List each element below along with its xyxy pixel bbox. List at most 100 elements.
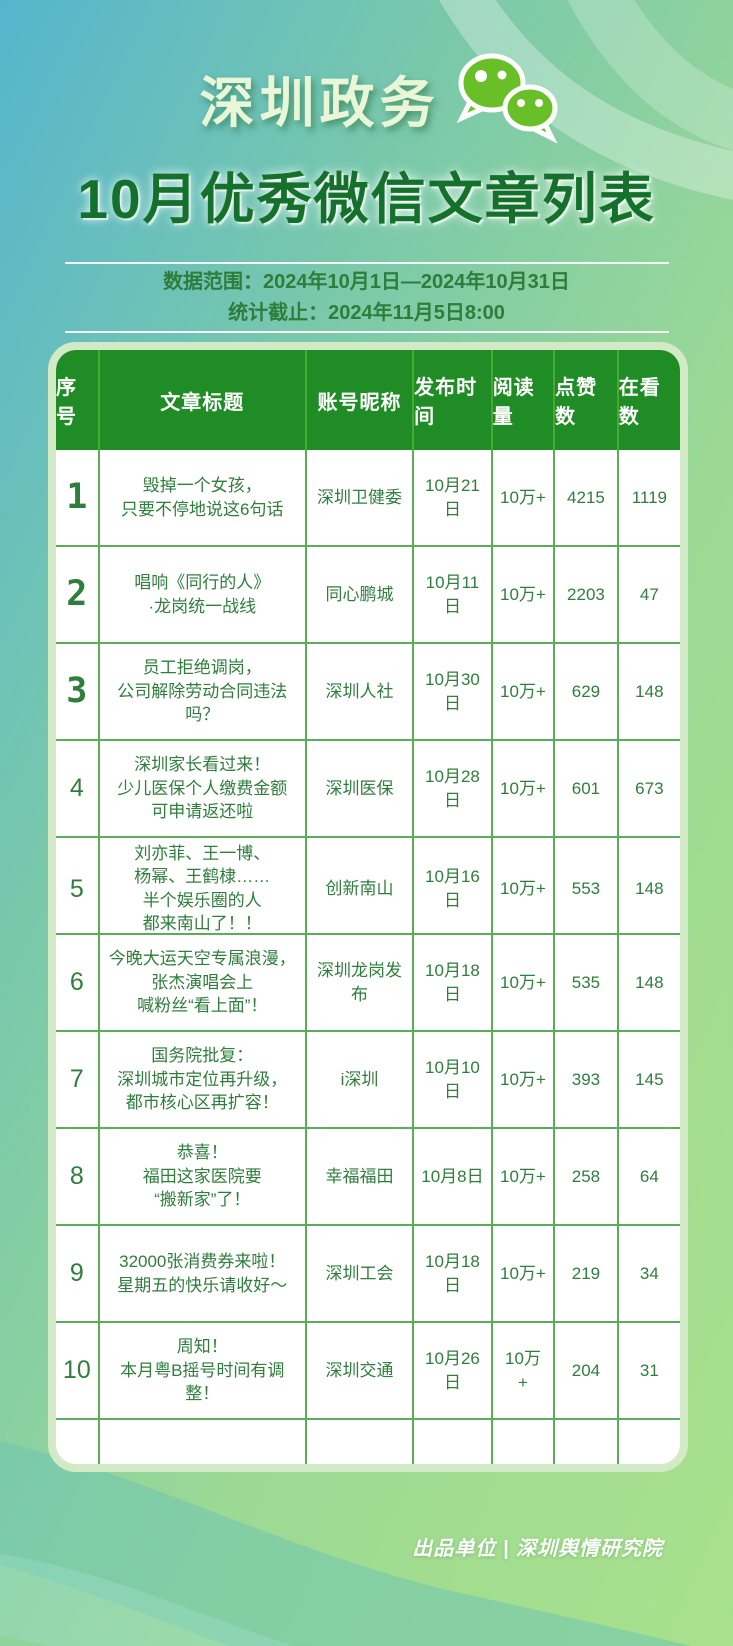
article-title-cell: 恭喜！ 福田这家医院要 “搬新家”了！: [100, 1129, 307, 1224]
table-row: 6 今晚大运天空专属浪漫， 张杰演唱会上 喊粉丝“看上面”！ 深圳龙岗发布 10…: [56, 935, 680, 1032]
table-row: 5 刘亦菲、王一博、 杨幂、王鹤棣…… 半个娱乐圈的人 都来南山了！！ 创新南山…: [56, 838, 680, 940]
account-cell: 深圳人社: [307, 644, 415, 739]
reads-cell: 10万+: [493, 838, 556, 940]
rank-cell: 7: [56, 1032, 100, 1127]
page-title: 10月优秀微信文章列表: [77, 168, 656, 230]
publish-date-cell: 10月28日: [414, 741, 493, 836]
col-header-title: 文章标题: [100, 350, 307, 450]
account-cell: 深圳医保: [307, 741, 415, 836]
likes-cell: 553: [555, 838, 619, 940]
table-row: 9 32000张消费券来啦！ 星期五的快乐请收好～ 深圳工会 10月18日 10…: [56, 1226, 680, 1323]
likes-cell: 535: [555, 935, 619, 1030]
table-inner: 序号 文章标题 账号昵称 发布时间 阅读量 点赞数 在看数 1 毁掉一个女孩， …: [56, 350, 680, 1464]
likes-cell: 629: [555, 644, 619, 739]
wechat-icon: [456, 53, 558, 144]
account-cell: 幸福福田: [307, 1129, 415, 1224]
likes-cell: 2203: [555, 547, 619, 642]
watches-cell: 64: [639, 1166, 659, 1186]
reads-cell: 10万+: [493, 935, 556, 1030]
watches-cell: 47: [639, 584, 659, 604]
divider-bottom: [64, 331, 669, 333]
reads-cell: 10万+: [493, 450, 556, 545]
publish-date-cell: 10月30日: [414, 644, 493, 739]
account-cell: i深圳: [307, 1032, 415, 1127]
publish-date-cell: 10月18日: [414, 935, 493, 1030]
watches-cell: 145: [635, 1069, 664, 1089]
watches-cell: 34: [639, 1263, 659, 1283]
empty-cell: [555, 1420, 619, 1464]
table-row: 3 员工拒绝调岗， 公司解除劳动合同违法吗？ 深圳人社 10月30日 10万+ …: [56, 644, 680, 741]
account-cell: 深圳龙岗发布: [307, 935, 415, 1030]
header-brand-row: 深圳政务: [16, 0, 733, 144]
empty-cell: [414, 1420, 493, 1464]
rank-cell: 4: [56, 741, 100, 836]
watches-cell: 673: [635, 778, 664, 798]
rank-cell: 10: [56, 1323, 100, 1418]
watches-cell: 148: [635, 681, 664, 701]
col-header-account: 账号昵称: [307, 350, 415, 450]
publish-date-cell: 10月10日: [414, 1032, 493, 1127]
publish-date-cell: 10月21日: [414, 450, 493, 545]
publish-date-cell: 10月8日: [414, 1129, 493, 1224]
empty-cell: [100, 1420, 307, 1464]
reads-cell: 10万+: [493, 1129, 556, 1224]
rank-cell: 2: [56, 547, 100, 642]
article-title-cell: 国务院批复： 深圳城市定位再升级， 都市核心区再扩容！: [100, 1032, 307, 1127]
article-title-cell: 毁掉一个女孩， 只要不停地说这6句话: [100, 450, 307, 545]
table-bottom-strip: [56, 1420, 680, 1464]
likes-cell: 393: [555, 1032, 619, 1127]
col-header-date: 发布时间: [414, 350, 493, 450]
rank-cell: 1: [56, 450, 100, 545]
watches-cell: 31: [639, 1360, 659, 1380]
empty-cell: [619, 1420, 680, 1464]
reads-cell: 10万 +: [493, 1323, 556, 1418]
reads-cell: 10万+: [493, 741, 556, 836]
brand-title: 深圳政务: [199, 72, 440, 134]
account-cell: 深圳工会: [307, 1226, 415, 1321]
reads-cell: 10万+: [493, 547, 556, 642]
rank-cell: 3: [56, 644, 100, 739]
publish-date-cell: 10月18日: [414, 1226, 493, 1321]
col-header-likes: 点赞数: [555, 350, 619, 450]
watches-cell: 148: [635, 972, 664, 992]
table-body: 1 毁掉一个女孩， 只要不停地说这6句话 深圳卫健委 10月21日 10万+ 4…: [56, 450, 680, 1420]
table-row: 4 深圳家长看过来！ 少儿医保个人缴费金额 可申请返还啦 深圳医保 10月28日…: [56, 741, 680, 838]
account-cell: 深圳交通: [307, 1323, 415, 1418]
watches-cell: 148: [635, 879, 664, 899]
meta-block: 数据范围：2024年10月1日—2024年10月31日 统计截止：2024年11…: [64, 262, 669, 333]
article-title-cell: 今晚大运天空专属浪漫， 张杰演唱会上 喊粉丝“看上面”！: [100, 935, 307, 1030]
table-row: 2 唱响《同行的人》 ·龙岗统一战线 同心鹏城 10月11日 10万+ 2203…: [56, 547, 680, 644]
account-cell: 创新南山: [307, 838, 415, 940]
article-title-cell: 唱响《同行的人》 ·龙岗统一战线: [100, 547, 307, 642]
reads-cell: 10万+: [493, 1032, 556, 1127]
likes-cell: 219: [555, 1226, 619, 1321]
table-row: 1 毁掉一个女孩， 只要不停地说这6句话 深圳卫健委 10月21日 10万+ 4…: [56, 450, 680, 547]
empty-cell: [56, 1420, 100, 1464]
table-row: 7 国务院批复： 深圳城市定位再升级， 都市核心区再扩容！ i深圳 10月10日…: [56, 1032, 680, 1129]
watches-cell: 1119: [631, 487, 667, 507]
empty-cell: [493, 1420, 556, 1464]
likes-cell: 601: [555, 741, 619, 836]
account-cell: 深圳卫健委: [307, 450, 415, 545]
article-title-cell: 32000张消费券来啦！ 星期五的快乐请收好～: [100, 1226, 307, 1321]
articles-table: 序号 文章标题 账号昵称 发布时间 阅读量 点赞数 在看数 1 毁掉一个女孩， …: [48, 342, 688, 1472]
col-header-watches: 在看数: [618, 377, 661, 428]
publish-date-cell: 10月11日: [414, 547, 493, 642]
article-title-cell: 周知！ 本月粤B摇号时间有调整！: [100, 1323, 307, 1418]
rank-cell: 6: [56, 935, 100, 1030]
rank-cell: 5: [56, 838, 100, 940]
rank-cell: 8: [56, 1129, 100, 1224]
empty-cell: [307, 1420, 415, 1464]
date-range-text: 数据范围：2024年10月1日—2024年10月31日: [163, 271, 570, 293]
publish-date-cell: 10月16日: [414, 838, 493, 940]
table-row: 10 周知！ 本月粤B摇号时间有调整！ 深圳交通 10月26日 10万 + 20…: [56, 1323, 680, 1420]
likes-cell: 204: [555, 1323, 619, 1418]
account-cell: 同心鹏城: [307, 547, 415, 642]
article-title-cell: 深圳家长看过来！ 少儿医保个人缴费金额 可申请返还啦: [100, 741, 307, 836]
article-title-cell: 员工拒绝调岗， 公司解除劳动合同违法吗？: [100, 644, 307, 739]
table-header-row: 序号 文章标题 账号昵称 发布时间 阅读量 点赞数 在看数: [56, 350, 680, 450]
publish-date-cell: 10月26日: [414, 1323, 493, 1418]
article-title-cell: 刘亦菲、王一博、 杨幂、王鹤棣…… 半个娱乐圈的人 都来南山了！！: [100, 838, 307, 940]
likes-cell: 4215: [555, 450, 619, 545]
